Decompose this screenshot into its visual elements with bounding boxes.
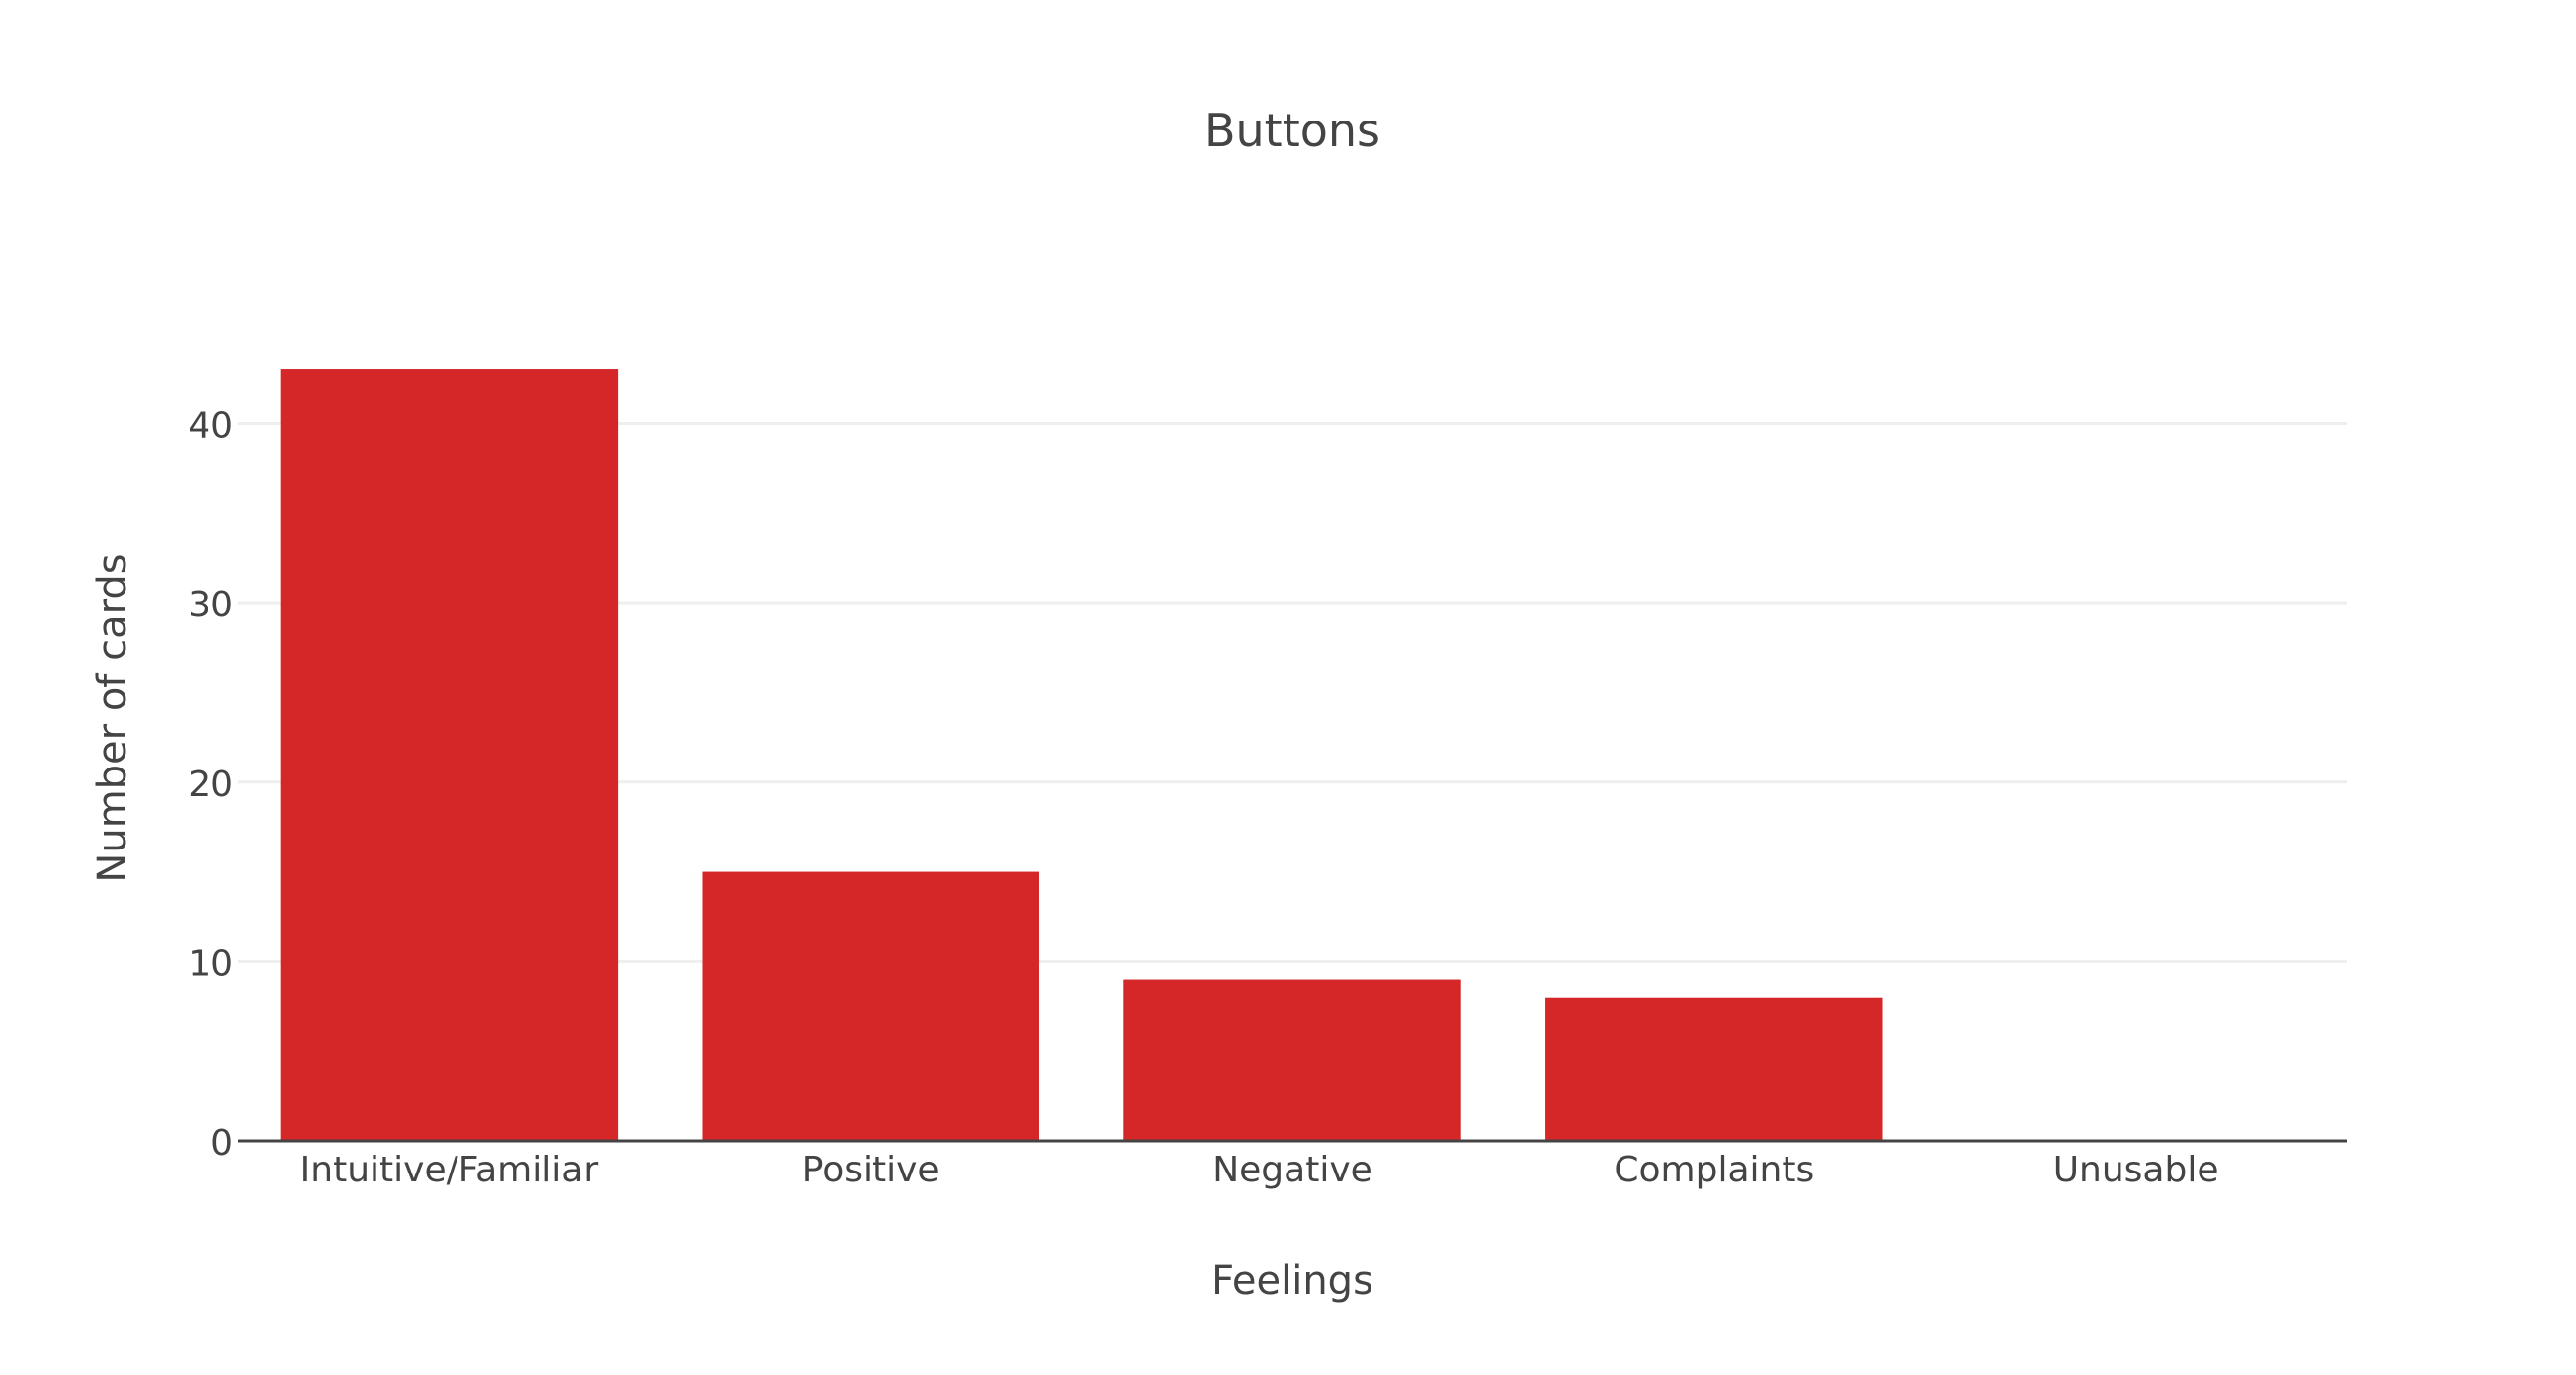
y-tick-label: 30 [188, 585, 233, 625]
x-tick-label: Positive [802, 1150, 940, 1190]
y-tick-label: 0 [210, 1123, 233, 1164]
x-axis-title: Feelings [1211, 1258, 1373, 1304]
x-tick-label: Intuitive/Familiar [300, 1150, 599, 1190]
x-tick-label: Negative [1212, 1150, 1372, 1190]
bar [280, 369, 619, 1141]
y-tick-label: 40 [188, 406, 233, 446]
bar [1123, 979, 1461, 1141]
bar [702, 871, 1039, 1141]
x-tick-label: Complaints [1614, 1150, 1814, 1190]
bar [1545, 997, 1883, 1141]
chart-title: Buttons [1205, 104, 1380, 157]
x-tick-label: Unusable [2053, 1150, 2219, 1190]
y-axis-title: Number of cards [90, 553, 135, 882]
y-axis-ticks: 0 10 20 30 40 [188, 406, 233, 1164]
y-tick-label: 20 [188, 765, 233, 805]
bars [280, 369, 1883, 1141]
y-tick-label: 10 [188, 943, 233, 984]
x-axis-ticks: Intuitive/Familiar Positive Negative Compla… [300, 1150, 2219, 1190]
